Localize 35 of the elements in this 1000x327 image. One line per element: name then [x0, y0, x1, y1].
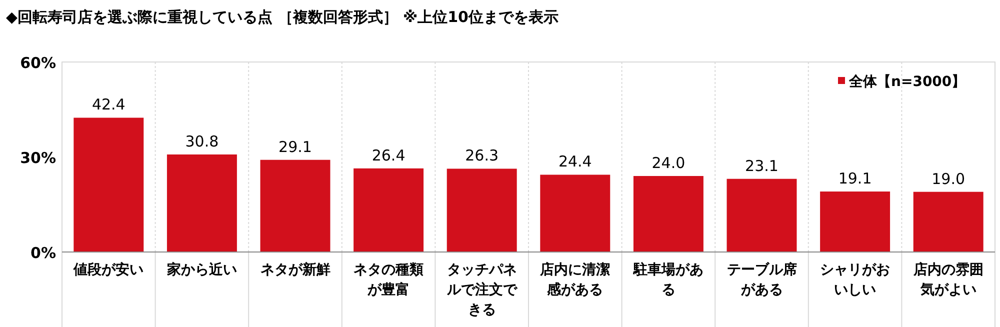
x-tick-label: テーブル席がある [726, 261, 797, 298]
bar [913, 192, 984, 252]
bar [726, 178, 797, 252]
data-label: 42.4 [92, 96, 126, 114]
bar [446, 168, 517, 252]
data-label: 19.1 [838, 170, 872, 188]
y-tick-label: 0% [30, 244, 56, 262]
x-tick-label: タッチパネルで注文できる [446, 262, 518, 318]
y-tick-label: 30% [20, 149, 56, 167]
bar [74, 118, 144, 252]
chart-title: ◆回転寿司店を選ぶ際に重視している点 ［複数回答形式］ ※上位10位までを表示 [6, 8, 558, 26]
x-tick-label: シャリがおいしい [820, 262, 890, 298]
bar [354, 168, 424, 252]
data-label: 24.4 [558, 152, 592, 171]
data-label: 26.4 [372, 146, 406, 164]
x-tick-label: 家から近い [166, 261, 237, 278]
bar [540, 174, 610, 252]
x-tick-label: 店内の雰囲気がよい [912, 261, 984, 298]
x-tick-label: 店内に清潔感がある [539, 261, 610, 298]
data-label: 24.0 [652, 154, 686, 172]
data-label: 19.0 [932, 170, 966, 188]
x-tick-label: 値段が安い [72, 261, 144, 278]
data-label: 29.1 [278, 138, 312, 156]
bar [260, 160, 330, 252]
data-label: 23.1 [745, 156, 778, 175]
bar [166, 154, 237, 252]
legend-label: 全体【n=3000】 [848, 74, 966, 90]
x-tick-label: ネタの種類が豊富 [354, 262, 424, 298]
data-label: 30.8 [185, 132, 219, 150]
x-tick-label: ネタが新鮮 [260, 261, 330, 278]
data-label: 26.3 [465, 146, 499, 165]
bar [820, 192, 890, 252]
x-tick-label: 駐車場がある [632, 261, 704, 298]
bar [633, 176, 704, 252]
y-tick-label: 60% [20, 54, 56, 72]
